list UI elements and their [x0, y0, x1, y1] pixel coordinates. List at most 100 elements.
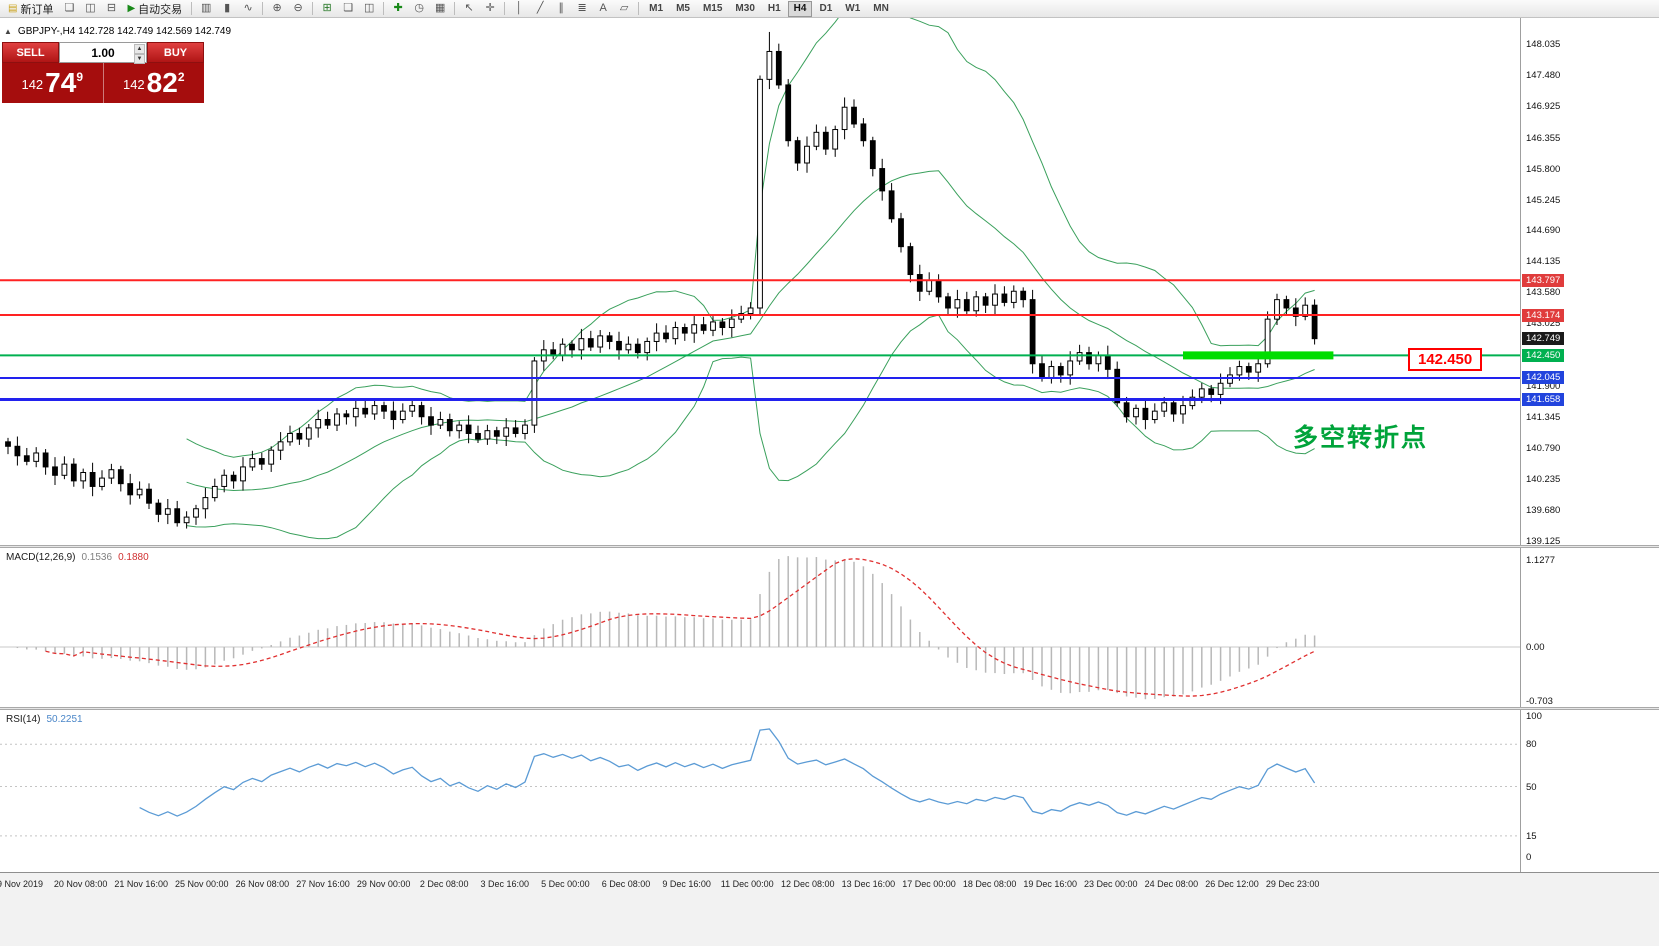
rsi-axis-label: 100 — [1526, 711, 1542, 722]
autotrading-button[interactable]: ▶ 自动交易 — [122, 1, 187, 16]
timeframe-button-m30[interactable]: M30 — [735, 2, 755, 14]
toolbar-separator — [262, 2, 264, 15]
collapse-panel-icon[interactable]: ▲ — [4, 27, 12, 36]
pane-splitter[interactable] — [0, 707, 1659, 710]
trendline-icon[interactable]: ╱ — [536, 2, 544, 14]
bar-chart-icon[interactable]: ▥ — [200, 2, 212, 14]
candlestick-chart-icon[interactable]: ▮ — [224, 2, 231, 14]
time-axis[interactable]: 9 Nov 2019 20 Nov 08:00 21 Nov 16:00 25 Nov… — [0, 872, 1659, 946]
toolbar-separator — [312, 2, 314, 15]
zoom-out-icon[interactable]: ⊖ — [293, 2, 303, 14]
rsi-axis-label: 0 — [1526, 852, 1532, 863]
time-axis-label: 9 Nov 2019 — [0, 879, 44, 889]
periods-icon[interactable]: ◷ — [414, 2, 424, 14]
buy-button[interactable]: BUY — [147, 42, 204, 63]
bid-price-tag[interactable]: 142.749 — [1522, 332, 1565, 346]
arrows-icon[interactable]: ▱ — [619, 2, 629, 14]
timeframe-button-mn[interactable]: MN — [873, 2, 889, 14]
time-axis-label: 29 Dec 23:00 — [1265, 879, 1320, 889]
bollinger-upper-band — [186, 18, 1315, 458]
buy-price-big: 82 — [146, 67, 178, 98]
cascade-windows-icon[interactable]: ❏ — [343, 2, 354, 14]
time-axis-label: 6 Dec 08:00 — [601, 879, 651, 889]
zoom-in-icon[interactable]: ⊕ — [272, 2, 282, 14]
main-chart-pane[interactable]: ▲ GBPJPY-,H4 142.728 142.749 142.569 142… — [0, 18, 1659, 545]
pane-splitter[interactable] — [0, 545, 1659, 548]
equidistant-channel-icon[interactable]: ∥ — [558, 2, 564, 14]
timeframe-button-h1[interactable]: H1 — [767, 2, 781, 14]
new-order-button[interactable]: ▤ 新订单 — [3, 1, 58, 16]
price-axis-label: 147.480 — [1526, 69, 1561, 81]
time-axis-label: 2 Dec 08:00 — [419, 879, 469, 889]
sell-price-display[interactable]: 142 74 9 — [2, 63, 103, 103]
profile-icon[interactable]: ◫ — [85, 2, 96, 14]
sell-button[interactable]: SELL — [2, 42, 59, 63]
price-axis-label: 143.025 — [1526, 318, 1561, 330]
support-tag-1[interactable]: 142.045 — [1522, 371, 1565, 385]
macd-label: MACD(12,26,9) — [6, 552, 76, 563]
volume-input[interactable]: 1.00 ▲ ▼ — [59, 42, 147, 64]
indicators-icon[interactable]: ✚ — [393, 2, 403, 14]
templates-icon[interactable]: ▦ — [434, 2, 446, 14]
time-axis-label: 11 Dec 00:00 — [720, 879, 774, 889]
volume-up-button[interactable]: ▲ — [134, 44, 145, 54]
time-axis-label: 21 Nov 16:00 — [114, 879, 168, 889]
pivot-price-tag[interactable]: 142.450 — [1522, 348, 1565, 362]
price-axis-label: 140.790 — [1526, 442, 1561, 454]
resistance-tag-2[interactable]: 143.174 — [1522, 308, 1565, 322]
time-axis-label: 24 Dec 08:00 — [1144, 879, 1199, 889]
chart-window-icon[interactable]: ❏ — [64, 2, 75, 14]
main-chart[interactable] — [0, 18, 1520, 545]
candlestick-series — [5, 31, 1318, 529]
macd-chart[interactable] — [0, 548, 1520, 707]
line-chart-icon[interactable]: ∿ — [243, 2, 253, 14]
sell-price-prefix: 142 — [21, 77, 44, 92]
rsi-label: RSI(14) — [6, 714, 41, 725]
time-axis-label: 26 Nov 08:00 — [235, 879, 290, 889]
text-label-icon[interactable]: A — [599, 2, 607, 14]
timeframe-button-h4[interactable]: H4 — [787, 0, 813, 17]
fibonacci-icon[interactable]: ≣ — [577, 2, 587, 14]
price-axis-label: 144.690 — [1526, 225, 1561, 237]
price-axis-label: 146.925 — [1526, 100, 1561, 112]
resistance-tag-1[interactable]: 143.797 — [1522, 273, 1565, 287]
one-click-trading-panel: SELL 1.00 ▲ ▼ BUY 142 74 9 1 — [2, 42, 204, 103]
price-axis-label: 144.135 — [1526, 256, 1561, 268]
timeframe-button-m1[interactable]: M1 — [649, 2, 664, 14]
rsi-value: 50.2251 — [46, 714, 83, 725]
time-axis-label: 19 Dec 16:00 — [1023, 879, 1077, 889]
timeframe-button-d1[interactable]: D1 — [819, 2, 833, 14]
volume-down-button[interactable]: ▼ — [134, 54, 145, 64]
arrange-vertical-icon[interactable]: ◫ — [363, 2, 375, 14]
market-watch-icon[interactable]: ⊟ — [106, 2, 117, 14]
support-tag-2[interactable]: 141.658 — [1522, 393, 1565, 407]
crosshair-icon[interactable]: ✛ — [485, 2, 495, 14]
buy-price-display[interactable]: 142 82 2 — [104, 63, 205, 103]
price-axis[interactable]: 148.035 147.480 146.925 146.355 145.800 145.2… — [1520, 18, 1659, 872]
tile-windows-icon[interactable]: ⊞ — [322, 2, 332, 14]
turning-point-annotation[interactable]: 多空转折点 — [1293, 424, 1429, 452]
timeframe-button-m15[interactable]: M15 — [702, 2, 723, 14]
highlight-zone[interactable] — [1183, 351, 1334, 360]
macd-axis-label: 0.00 — [1526, 642, 1545, 653]
macd-axis-label: -0.703 — [1526, 696, 1553, 708]
volume-value: 1.00 — [91, 45, 115, 60]
toolbar-separator — [454, 2, 456, 15]
cursor-icon[interactable]: ↖ — [464, 2, 474, 14]
macd-header: MACD(12,26,9) 0.1536 0.1880 — [6, 552, 149, 563]
price-axis-label: 143.580 — [1526, 287, 1561, 299]
time-axis-label: 20 Nov 08:00 — [53, 879, 108, 889]
timeframe-button-m5[interactable]: M5 — [676, 2, 690, 14]
price-level-callout[interactable]: 142.450 — [1408, 348, 1483, 371]
vertical-line-icon[interactable]: │ — [515, 2, 523, 14]
rsi-indicator-pane[interactable]: RSI(14) 50.2251 — [0, 710, 1659, 872]
price-axis-label: 145.800 — [1526, 163, 1561, 175]
time-axis-label: 13 Dec 16:00 — [841, 879, 896, 889]
price-axis-label: 141.345 — [1526, 412, 1561, 423]
timeframe-button-w1[interactable]: W1 — [845, 2, 861, 14]
rsi-chart[interactable] — [0, 710, 1520, 872]
time-axis-label: 9 Dec 16:00 — [662, 879, 711, 889]
macd-indicator-pane[interactable]: MACD(12,26,9) 0.1536 0.1880 — [0, 548, 1659, 707]
price-axis-label: 140.235 — [1526, 473, 1561, 485]
